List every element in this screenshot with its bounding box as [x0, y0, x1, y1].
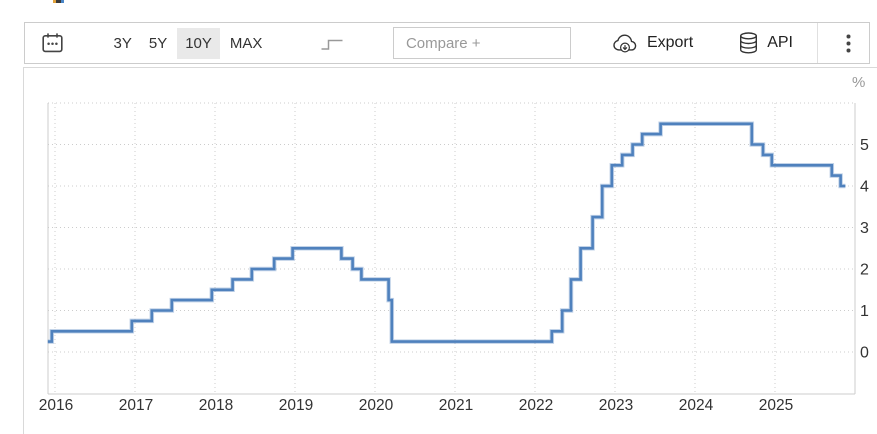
kebab-menu-icon	[846, 34, 851, 52]
cloud-download-icon	[613, 34, 637, 53]
range-3y-button[interactable]: 3Y	[107, 28, 139, 59]
y-axis-unit-label: %	[852, 74, 865, 91]
x-tick-label: 2023	[599, 397, 633, 414]
cropped-text-fragment	[53, 0, 64, 3]
x-tick-label: 2025	[759, 397, 793, 414]
export-label: Export	[646, 34, 694, 51]
y-tick-label: 4	[860, 179, 869, 196]
api-label: API	[767, 34, 793, 51]
step-line-icon	[321, 39, 343, 50]
chart-container	[23, 67, 877, 434]
series-line[interactable]	[47, 122, 846, 343]
chart-type-button[interactable]	[321, 36, 343, 50]
fragment-color-2	[56, 0, 61, 3]
x-tick-label: 2018	[199, 397, 233, 414]
series-line-halo	[47, 121, 846, 344]
calendar-icon	[42, 33, 63, 53]
x-tick-label: 2019	[279, 397, 313, 414]
calendar-button[interactable]	[42, 33, 63, 53]
compare-input[interactable]	[392, 27, 571, 59]
x-tick-label: 2021	[439, 397, 473, 414]
toolbar-divider	[816, 23, 818, 63]
range-selector: 3Y 5Y 10Y MAX	[105, 27, 271, 59]
y-tick-label: 5	[860, 137, 869, 154]
chart-toolbar: 3Y 5Y 10Y MAX Export API	[24, 22, 870, 64]
y-tick-label: 0	[860, 345, 869, 362]
database-icon	[740, 32, 758, 54]
y-tick-label: 3	[860, 220, 869, 237]
fragment-color-1	[53, 0, 56, 3]
x-tick-label: 2022	[519, 397, 553, 414]
range-max-button[interactable]: MAX	[223, 28, 270, 59]
x-tick-label: 2024	[679, 397, 714, 414]
fragment-color-3	[61, 0, 64, 3]
y-tick-label: 2	[860, 262, 869, 279]
range-10y-button[interactable]: 10Y	[177, 27, 220, 59]
range-5y-button[interactable]: 5Y	[142, 28, 174, 59]
x-tick-label: 2017	[119, 397, 153, 414]
x-tick-label: 2020	[359, 397, 394, 414]
more-menu-button[interactable]	[846, 34, 851, 53]
x-tick-label: 2016	[39, 397, 73, 414]
api-button[interactable]: API	[739, 32, 793, 54]
export-button[interactable]: Export	[613, 34, 693, 53]
y-tick-label: 1	[860, 303, 869, 320]
